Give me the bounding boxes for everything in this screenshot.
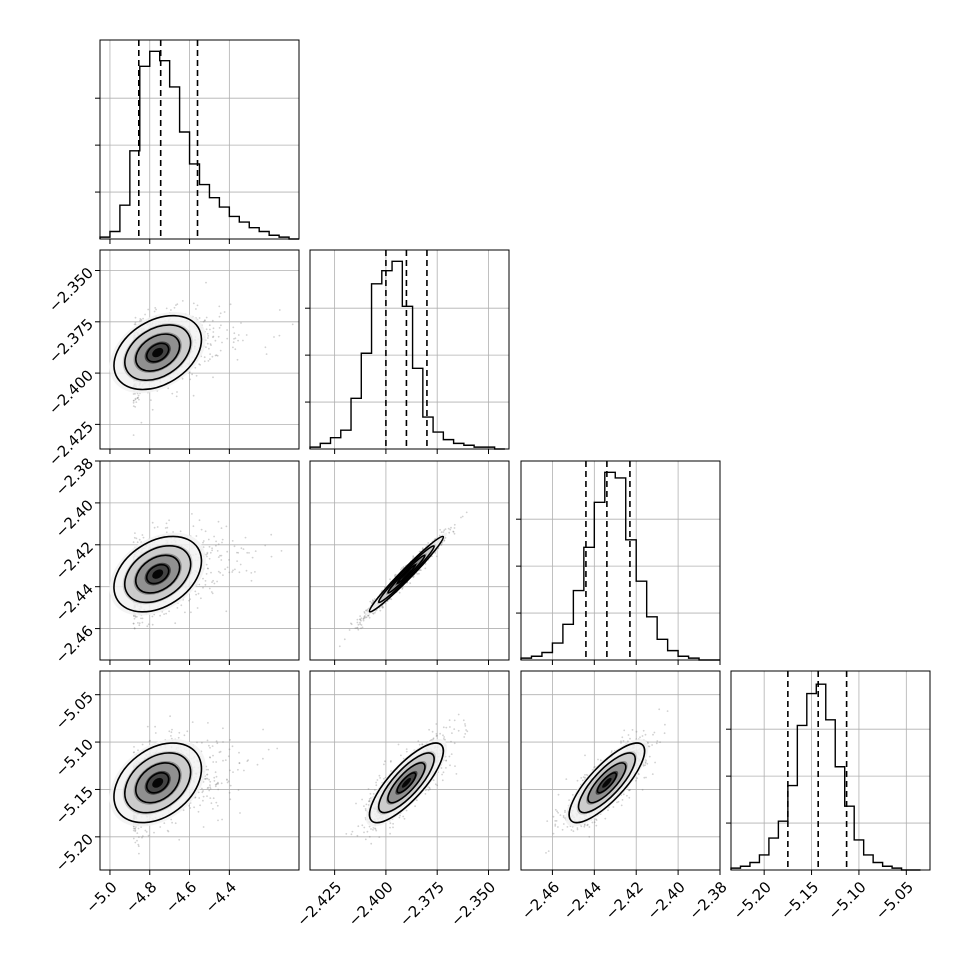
panel-frame <box>309 670 510 871</box>
panel-frame <box>520 460 721 661</box>
x-tick-label: −5.05 <box>872 878 917 923</box>
panel-frame <box>309 249 510 450</box>
panel-frame <box>730 670 931 871</box>
contour-line <box>377 545 435 604</box>
x-tick-label: −2.38 <box>686 878 731 923</box>
density-fill-level <box>401 777 412 788</box>
y-tick-label: −2.40 <box>52 496 97 541</box>
x-tick-label: −2.46 <box>518 878 563 923</box>
density-panel-4-1 <box>95 670 300 875</box>
x-tick-label: −2.350 <box>447 878 499 930</box>
y-tick-label: −2.350 <box>45 264 97 316</box>
contour-line <box>596 772 618 794</box>
y-tick-label: −5.15 <box>52 783 97 828</box>
x-tick-label: −2.42 <box>602 878 647 923</box>
y-tick-label: −2.375 <box>45 315 97 367</box>
contour-line <box>135 333 181 372</box>
contour-line <box>368 742 445 824</box>
histogram-steps <box>730 683 921 871</box>
contour-line <box>113 314 203 391</box>
contour-line <box>135 762 181 804</box>
contour-line <box>135 554 181 594</box>
y-tick-label: −2.42 <box>52 538 97 583</box>
y-tick-label: −5.10 <box>52 735 97 780</box>
panel-frame <box>309 460 510 661</box>
density-panel-3-1 <box>95 460 300 665</box>
x-tick-label: −5.10 <box>824 878 869 923</box>
density-panel-3-2 <box>309 460 510 665</box>
contour-line <box>577 752 636 814</box>
histogram-panel-4 <box>726 670 931 875</box>
density-fill-level <box>602 777 612 788</box>
density-panel-4-2 <box>309 670 510 875</box>
y-tick-label: −5.05 <box>52 688 97 733</box>
panel-frame <box>99 460 300 661</box>
x-tick-label: −2.40 <box>644 878 689 923</box>
contour-line <box>368 535 445 613</box>
histogram-panel-3 <box>516 460 721 665</box>
contour-line <box>145 342 170 363</box>
density-fill-level <box>152 347 164 358</box>
panel-frame <box>99 249 300 450</box>
x-tick-label: −4.6 <box>162 878 200 916</box>
y-tick-label: −2.400 <box>45 366 97 418</box>
contour-line <box>145 772 170 794</box>
contour-line <box>396 772 417 794</box>
contour-line <box>113 742 203 824</box>
contour-line <box>124 324 192 382</box>
contour-line <box>396 563 417 585</box>
x-tick-label: −2.425 <box>293 878 345 930</box>
x-tick-label: −5.0 <box>82 878 120 916</box>
histogram-steps <box>99 50 299 240</box>
y-tick-label: −5.20 <box>52 830 97 875</box>
x-tick-label: −2.375 <box>396 878 448 930</box>
contour-line <box>387 762 426 804</box>
density-fill-level <box>152 777 164 788</box>
contour-line <box>377 752 435 814</box>
contour-line <box>145 563 170 585</box>
x-tick-label: −5.15 <box>777 878 822 923</box>
contour-line <box>568 742 646 824</box>
panel-frame <box>99 670 300 871</box>
density-fill-level <box>152 569 164 579</box>
y-tick-label: −2.46 <box>52 622 97 667</box>
y-tick-label: −2.44 <box>52 580 97 625</box>
histogram-panel-2 <box>305 249 510 454</box>
contour-line <box>587 762 627 804</box>
histogram-steps <box>309 260 505 450</box>
contour-line <box>124 545 192 604</box>
x-tick-label: −4.4 <box>202 878 240 916</box>
histogram-panel-1 <box>95 39 300 244</box>
contour-line <box>113 535 203 613</box>
density-fill-level <box>401 569 412 579</box>
panel-frame <box>99 39 300 240</box>
histogram-steps <box>520 471 720 661</box>
x-tick-label: −2.44 <box>560 878 605 923</box>
density-panel-2-1 <box>95 249 300 454</box>
density-panel-4-3 <box>520 670 721 875</box>
panel-frame <box>520 670 721 871</box>
contour-line <box>387 554 426 594</box>
contour-line <box>124 752 192 814</box>
x-tick-label: −4.8 <box>122 878 160 916</box>
x-tick-label: −2.400 <box>345 878 397 930</box>
x-tick-label: −5.20 <box>730 878 775 923</box>
